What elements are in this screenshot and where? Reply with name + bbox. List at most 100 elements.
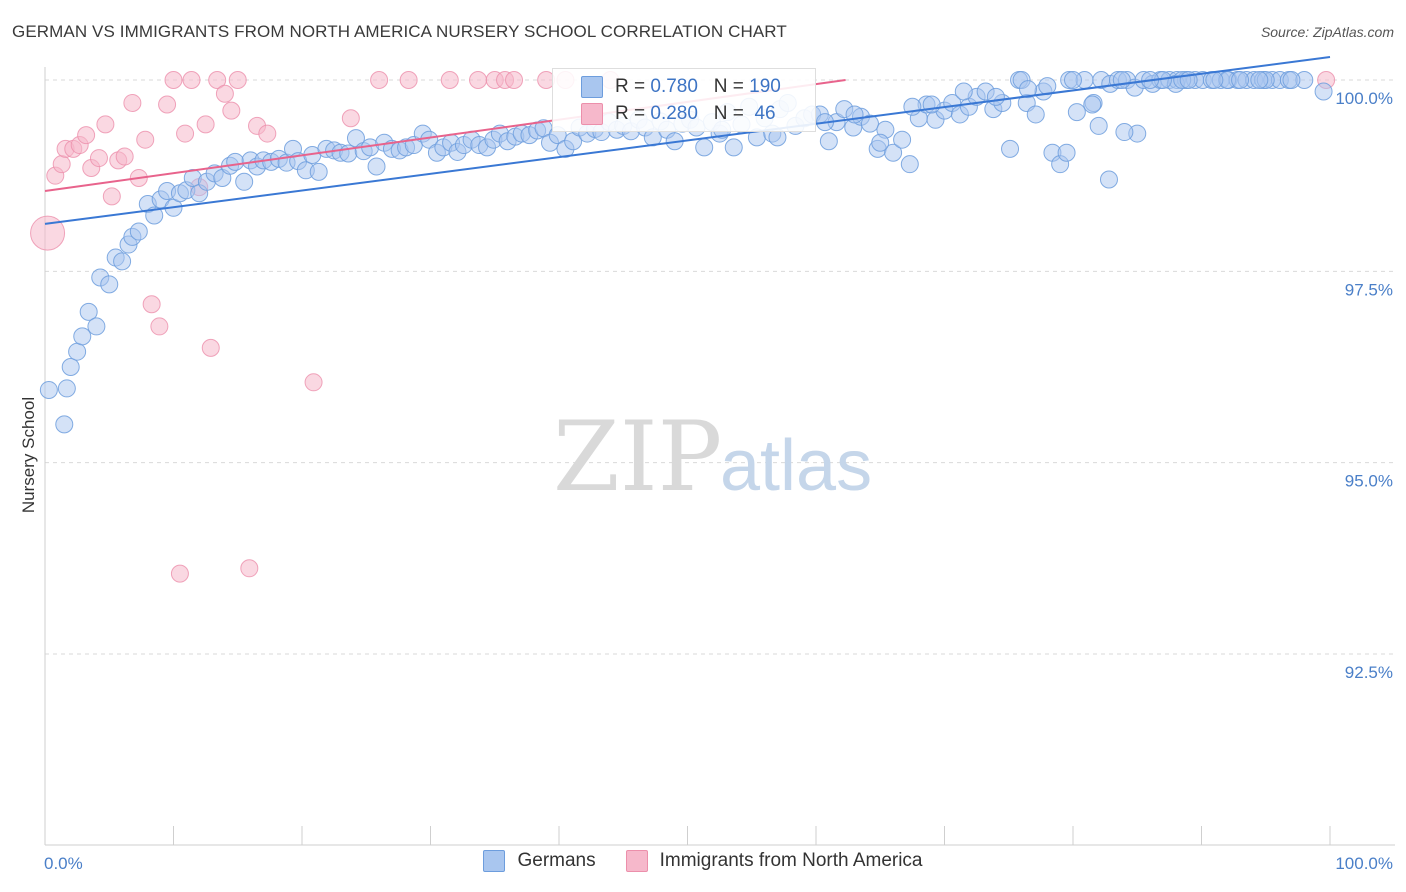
legend-swatch-germans [581, 76, 603, 98]
point-immigrants [89, 149, 108, 168]
point-germans [1282, 71, 1301, 89]
legend-n-label: N = [713, 103, 744, 124]
point-germans [884, 143, 903, 162]
point-germans [1099, 170, 1118, 189]
point-germans [39, 380, 58, 399]
point-immigrants [182, 71, 201, 89]
point-immigrants [170, 564, 189, 583]
point-germans [1083, 95, 1102, 114]
point-immigrants [505, 71, 524, 89]
tick-labels: 92.5% 95.0% 97.5% 100.0% 0.0% 100.0% [44, 89, 1393, 873]
point-immigrants [304, 373, 323, 392]
point-immigrants [136, 130, 155, 149]
legend-r-label: R = [615, 76, 646, 97]
point-immigrants [96, 115, 115, 134]
point-immigrants [201, 338, 220, 357]
point-germans [1115, 123, 1134, 142]
point-germans [1250, 71, 1269, 89]
legend-n-value-germans: 190 [749, 76, 781, 97]
watermark: ZIP atlas [553, 401, 872, 513]
legend-swatch-immigrants [581, 103, 603, 125]
legend-item-germans[interactable]: Germans [483, 850, 596, 872]
point-germans [900, 155, 919, 174]
x-tick-label-max: 100.0% [1335, 854, 1393, 873]
point-immigrants [258, 124, 277, 143]
point-germans [860, 114, 879, 133]
chart-title: GERMAN VS IMMIGRANTS FROM NORTH AMERICA … [12, 22, 787, 41]
y-tick-label: 95.0% [1345, 472, 1393, 491]
point-germans [235, 172, 254, 191]
source-credit: Source: ZipAtlas.com [1260, 24, 1394, 40]
y-tick-label: 97.5% [1345, 280, 1393, 299]
point-germans [61, 358, 80, 376]
point-germans [871, 133, 890, 152]
point-immigrants [228, 71, 247, 89]
point-immigrants [164, 71, 183, 89]
stats-legend: R = 0.780 N = 190 R = 0.280 N = 46 [552, 68, 816, 132]
legend-row-germans: R = 0.780 N = 190 [553, 73, 781, 101]
watermark-zip: ZIP [553, 401, 722, 513]
watermark-atlas: atlas [720, 426, 872, 506]
point-immigrants [102, 187, 121, 206]
point-immigrants [208, 71, 227, 89]
legend-n-label: N = [713, 76, 744, 97]
legend-label-germans: Germans [517, 850, 596, 871]
legend-r-value-immigrants: 0.280 [650, 103, 698, 124]
point-immigrants [115, 147, 134, 166]
point-immigrants [176, 124, 195, 143]
point-immigrants [142, 295, 161, 314]
point-germans [1231, 71, 1250, 89]
point-germans [68, 342, 87, 361]
point-immigrants [77, 126, 96, 145]
point-immigrants [222, 101, 241, 120]
axes [44, 67, 1395, 846]
point-immigrants [52, 155, 71, 174]
point-immigrants [123, 93, 142, 112]
legend-swatch-immigrants [625, 850, 648, 872]
point-germans [1001, 139, 1020, 158]
legend-r-value-germans: 0.780 [650, 76, 698, 97]
x-tick-label-min: 0.0% [44, 854, 83, 873]
point-germans [79, 302, 98, 321]
point-germans [129, 222, 148, 241]
point-germans [226, 152, 245, 171]
point-germans [1019, 80, 1038, 99]
point-germans [819, 132, 838, 151]
y-axis-label: Nursery School [19, 397, 38, 513]
legend-label-immigrants: Immigrants from North America [659, 850, 923, 871]
point-immigrants [240, 559, 259, 578]
point-germans [954, 82, 973, 101]
point-germans [100, 275, 119, 294]
point-germans [55, 415, 74, 434]
point-germans [57, 379, 76, 398]
point-germans [113, 252, 132, 271]
point-germans [893, 130, 912, 149]
point-immigrants [150, 317, 169, 336]
trend-line-germans [44, 56, 1331, 225]
point-immigrants [469, 71, 488, 89]
legend-r-label: R = [615, 103, 646, 124]
point-immigrants [370, 71, 389, 89]
point-germans [1067, 103, 1086, 122]
series-immigrants [30, 71, 1336, 583]
series-legend: Germans Immigrants from North America [0, 850, 1406, 872]
point-germans [986, 87, 1005, 106]
point-germans [309, 162, 328, 181]
point-immigrants [196, 115, 215, 134]
point-immigrants [399, 71, 418, 89]
legend-n-value-immigrants: 46 [754, 103, 776, 124]
point-germans [1026, 105, 1045, 124]
point-germans [1112, 71, 1131, 89]
point-germans [1064, 71, 1082, 89]
legend-swatch-germans [483, 850, 506, 872]
point-germans [695, 138, 714, 157]
legend-item-immigrants[interactable]: Immigrants from North America [625, 850, 923, 872]
point-germans [73, 327, 92, 346]
point-germans [1089, 116, 1108, 135]
y-tick-label: 100.0% [1335, 89, 1393, 108]
point-immigrants [30, 215, 66, 251]
y-tick-label: 92.5% [1345, 663, 1393, 682]
point-immigrants [215, 84, 234, 103]
point-germans [724, 138, 743, 157]
